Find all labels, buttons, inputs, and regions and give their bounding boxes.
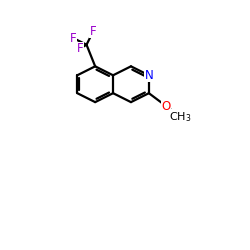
Text: F: F — [70, 32, 76, 44]
Text: O: O — [162, 100, 171, 112]
Text: F: F — [76, 42, 83, 55]
Text: N: N — [144, 69, 153, 82]
Text: F: F — [90, 25, 96, 38]
Text: CH$_3$: CH$_3$ — [169, 110, 192, 124]
